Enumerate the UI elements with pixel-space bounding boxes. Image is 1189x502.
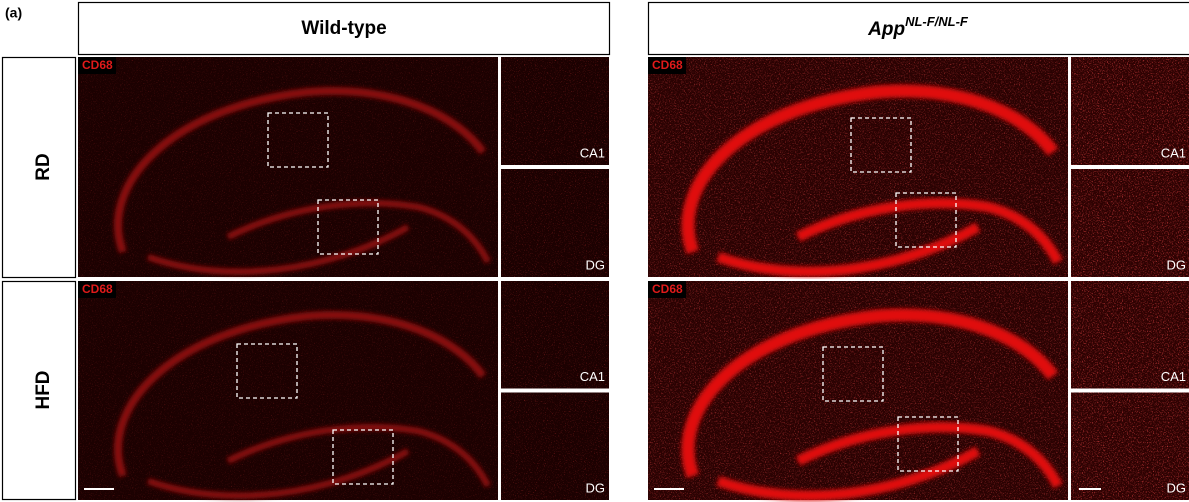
inset: CA1: [1071, 57, 1189, 165]
inset: CA1: [501, 281, 609, 389]
inset-label: DG: [1167, 257, 1187, 272]
stain-label: CD68: [82, 58, 113, 72]
stain-label: CD68: [652, 282, 683, 296]
column-title: Wild-type: [301, 18, 386, 39]
inset: DG: [1071, 393, 1189, 501]
gene-name: App: [867, 19, 905, 40]
inset: DG: [1071, 169, 1189, 277]
micrograph: CD68: [648, 281, 1068, 500]
genotype-superscript: NL-F/NL-F: [905, 14, 969, 29]
inset-label: CA1: [580, 369, 605, 384]
figure: (a) Wild-type AppNL-F/NL-F RD HFD CD68 CA…: [0, 0, 1189, 502]
stain-label: CD68: [652, 58, 683, 72]
row-label: HFD: [33, 370, 54, 409]
inset: CA1: [1071, 281, 1189, 389]
inset-label: DG: [1167, 480, 1187, 495]
micrograph: CD68: [648, 57, 1068, 277]
inset: CA1: [501, 57, 609, 165]
stain-label: CD68: [82, 282, 113, 296]
row-label: RD: [33, 153, 54, 180]
inset-label: CA1: [580, 145, 605, 160]
micrograph: CD68: [78, 57, 498, 277]
inset-label: DG: [586, 257, 606, 272]
inset-label: DG: [586, 480, 606, 495]
inset: DG: [501, 169, 609, 277]
inset-label: CA1: [1161, 369, 1186, 384]
inset: DG: [501, 393, 609, 501]
panels: CD68 CA1 DG CD68 CA1 DG CD68 CA1 DG CD68 CA1 DG: [78, 57, 1189, 500]
figure-label: (a): [5, 5, 22, 21]
micrograph: CD68: [78, 281, 498, 500]
inset-label: CA1: [1161, 145, 1186, 160]
